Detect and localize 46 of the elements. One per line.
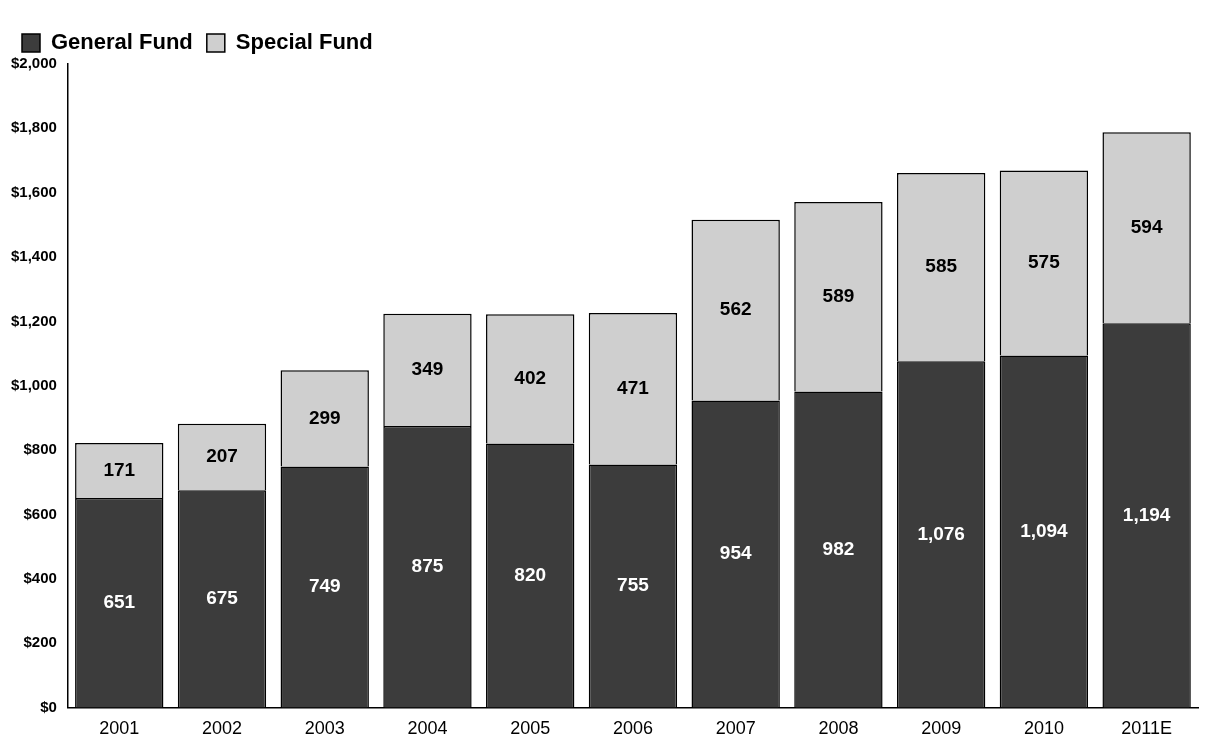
y-tick-label: $200 xyxy=(23,633,57,651)
data-label: 820 xyxy=(514,563,547,585)
x-tick-label: 2007 xyxy=(715,718,756,739)
data-label: 954 xyxy=(719,542,752,564)
data-label: 755 xyxy=(617,574,650,596)
y-tick-label: $600 xyxy=(23,504,57,522)
x-tick-label: 2010 xyxy=(1023,718,1064,739)
data-label: 589 xyxy=(822,284,855,306)
data-label: 171 xyxy=(103,458,136,480)
data-label: 471 xyxy=(617,376,650,398)
data-label: 875 xyxy=(411,554,444,576)
y-tick-label: $1,600 xyxy=(10,182,57,200)
x-tick-label: 2005 xyxy=(510,718,551,739)
data-label: 1,076 xyxy=(917,522,965,544)
data-label: 651 xyxy=(103,590,136,612)
data-label: 349 xyxy=(411,358,444,380)
data-label: 1,194 xyxy=(1122,503,1171,525)
legend-label: Special Fund xyxy=(235,29,373,55)
x-tick-label: 2009 xyxy=(921,718,962,739)
x-tick-label: 2004 xyxy=(407,718,448,739)
data-label: 299 xyxy=(308,406,341,428)
x-tick-label: 2011E xyxy=(1121,718,1172,739)
data-label: 1,094 xyxy=(1020,519,1069,541)
data-label: 402 xyxy=(514,367,547,389)
data-label: 585 xyxy=(925,255,958,277)
data-label: 675 xyxy=(206,587,239,609)
x-tick-label: 2006 xyxy=(612,718,653,739)
y-tick-label: $0 xyxy=(40,697,57,715)
y-tick-label: $1,800 xyxy=(10,118,57,136)
data-label: 749 xyxy=(308,575,341,597)
y-tick-label: $800 xyxy=(23,440,57,458)
x-tick-label: 2002 xyxy=(201,718,243,739)
x-tick-label: 2003 xyxy=(304,718,345,739)
y-tick-label: $400 xyxy=(23,568,57,586)
data-label: 207 xyxy=(206,445,238,467)
y-tick-label: $1,000 xyxy=(10,375,57,393)
data-label: 594 xyxy=(1130,215,1163,237)
y-tick-label: $1,200 xyxy=(10,311,57,329)
data-label: 575 xyxy=(1028,251,1061,273)
data-label: 562 xyxy=(719,298,752,320)
legend-label: General Fund xyxy=(51,29,193,55)
y-tick-label: $2,000 xyxy=(10,54,57,72)
y-tick-label: $1,400 xyxy=(10,247,57,265)
data-label: 982 xyxy=(822,537,855,559)
x-tick-label: 2001 xyxy=(99,718,140,739)
x-tick-label: 2008 xyxy=(818,718,859,739)
